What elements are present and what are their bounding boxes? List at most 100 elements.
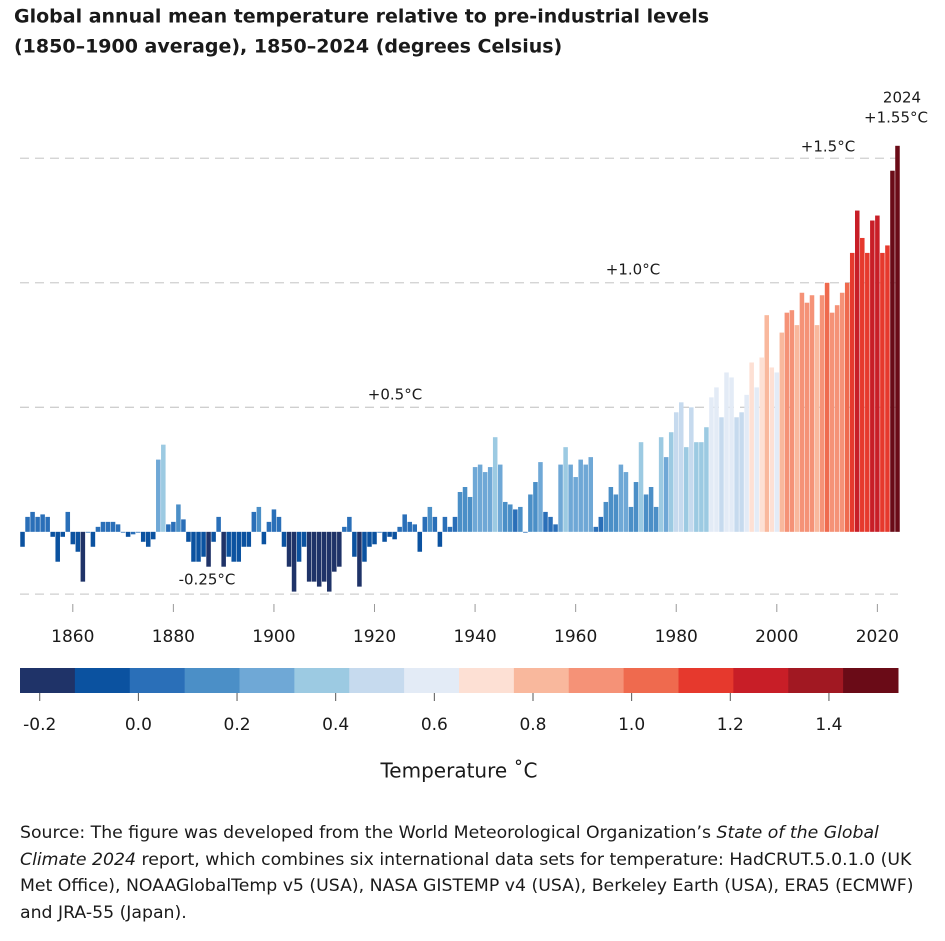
bar — [628, 506, 634, 532]
bar — [523, 531, 528, 533]
x-tick-label: 2020 — [856, 627, 899, 647]
bar — [623, 472, 629, 532]
colorbar-bin — [568, 668, 625, 693]
bar — [367, 531, 372, 547]
colorbar-tick-label: 1.0 — [618, 715, 645, 735]
bar — [608, 487, 614, 532]
bar — [70, 531, 76, 545]
bar — [759, 357, 764, 532]
bar — [326, 531, 332, 592]
bar — [271, 509, 277, 532]
bar — [45, 516, 50, 532]
bar — [854, 210, 860, 532]
bar — [668, 432, 674, 532]
colorbar-bin — [513, 668, 570, 693]
bar — [95, 526, 101, 532]
bar — [553, 524, 558, 532]
bar — [543, 511, 548, 532]
bar — [80, 531, 86, 582]
bar — [673, 412, 679, 532]
bar — [342, 526, 347, 532]
bar — [301, 531, 307, 547]
bar — [145, 531, 151, 547]
source-text: Source: The figure was developed from th… — [20, 823, 717, 843]
bar — [347, 516, 352, 532]
source-report: State of the Global Climate 2024 — [20, 823, 879, 870]
bar — [502, 501, 508, 532]
bar — [246, 531, 252, 547]
colorbar-bin — [733, 668, 789, 693]
bar — [85, 531, 91, 533]
bar — [724, 372, 729, 532]
bar — [870, 220, 875, 532]
bar — [739, 412, 744, 532]
bar — [311, 531, 317, 582]
bar — [35, 516, 40, 532]
bar — [573, 477, 578, 532]
bar — [357, 531, 362, 587]
bar — [306, 531, 312, 582]
bar — [166, 524, 171, 532]
bar — [291, 531, 297, 592]
bar — [603, 501, 609, 532]
colorbar-bin — [678, 668, 734, 693]
bar — [508, 504, 513, 532]
bar — [784, 312, 790, 532]
bar — [709, 397, 714, 532]
bar — [583, 464, 588, 532]
bar — [824, 282, 830, 532]
bar — [638, 442, 644, 532]
bar — [875, 215, 880, 532]
bar — [181, 519, 186, 532]
bar — [75, 531, 81, 552]
bar — [799, 292, 805, 532]
bar — [839, 292, 845, 532]
bar — [387, 531, 392, 537]
bar — [865, 252, 870, 532]
bar — [653, 506, 659, 532]
bar — [648, 487, 654, 532]
bar — [432, 516, 438, 532]
bar — [513, 509, 518, 532]
bar — [533, 482, 538, 532]
bar — [497, 464, 503, 532]
bar — [150, 531, 156, 540]
bar — [568, 464, 573, 532]
bar — [613, 494, 619, 532]
bar — [407, 521, 412, 532]
grid-label: +0.5°C — [368, 386, 422, 404]
bar — [266, 521, 272, 532]
bar — [633, 482, 639, 532]
bar — [699, 442, 704, 532]
bar — [749, 362, 754, 532]
bar — [492, 437, 498, 532]
bar — [130, 531, 136, 535]
bar — [105, 521, 111, 532]
x-tick-label: 1900 — [252, 627, 295, 647]
annotation-year: 2024 — [883, 89, 921, 107]
bar — [140, 531, 146, 542]
bar — [477, 464, 483, 532]
bar — [779, 332, 785, 532]
bar — [658, 437, 664, 532]
x-tick-label: 1860 — [51, 627, 94, 647]
bar — [90, 531, 96, 547]
grid-label: +1.5°C — [801, 138, 855, 156]
bar — [834, 305, 840, 532]
bar — [598, 516, 604, 532]
colorbar-tick-label: 0.2 — [224, 715, 251, 735]
bar — [895, 145, 900, 532]
bar — [588, 457, 594, 532]
bar — [774, 372, 780, 532]
bar — [402, 514, 407, 532]
bar — [593, 526, 599, 532]
bar — [352, 531, 357, 557]
bar — [125, 531, 131, 537]
bar — [422, 516, 428, 532]
bar — [256, 506, 262, 532]
colorbar-bin — [459, 668, 515, 693]
bar — [643, 494, 649, 532]
colorbar-tick-label: 1.4 — [815, 715, 842, 735]
bar — [447, 526, 453, 532]
